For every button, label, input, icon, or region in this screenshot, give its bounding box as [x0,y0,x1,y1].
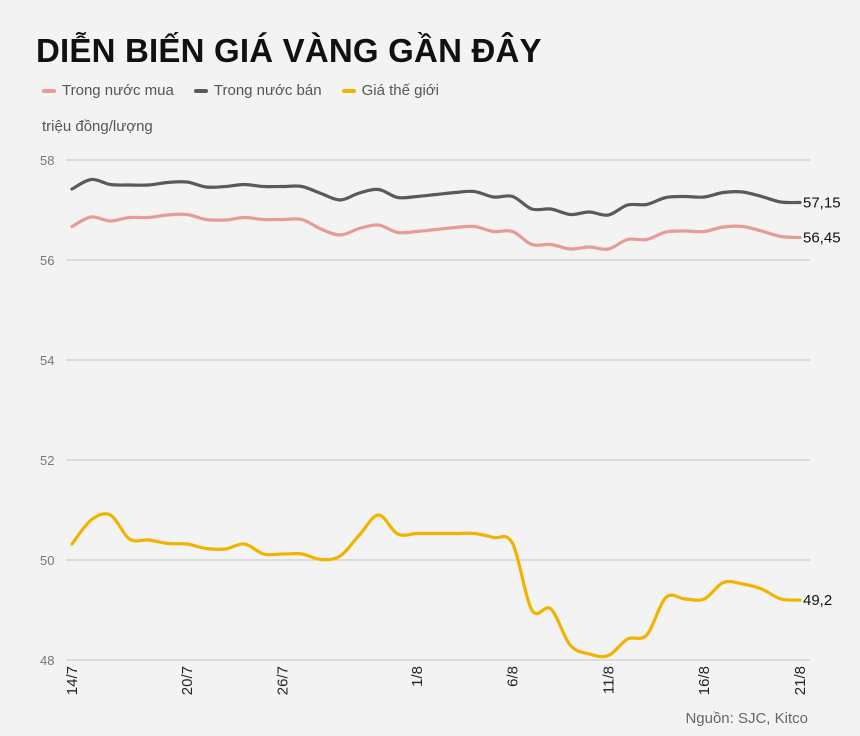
x-tick-label: 11/8 [600,666,617,694]
legend-label-world: Giá thế giới [361,82,439,99]
x-tick-label: 20/7 [179,666,196,695]
legend: Trong nước mua Trong nước bán Giá thế gi… [42,82,439,99]
x-tick-label: 16/8 [696,666,713,695]
y-tick-label: 50 [40,553,54,568]
end-value-label: 49,2 [803,592,832,609]
source-note: Nguồn: SJC, Kitco [685,710,808,727]
y-axis-label: triệu đồng/lượng [42,118,153,135]
x-tick-label: 14/7 [64,666,81,695]
legend-swatch-buy [42,88,56,93]
y-tick-label: 54 [40,353,54,368]
y-tick-label: 52 [40,453,54,468]
legend-label-sell: Trong nước bán [213,82,322,99]
legend-item-buy: Trong nước mua [42,82,174,99]
end-value-label: 57,15 [803,195,841,212]
y-tick-label: 48 [40,653,54,668]
x-tick-label: 26/7 [275,666,292,695]
y-tick-label: 58 [40,153,54,168]
legend-label-buy: Trong nước mua [62,82,174,99]
legend-swatch-world [341,88,356,93]
legend-item-sell: Trong nước bán [193,82,322,99]
x-tick-label: 21/8 [792,666,809,695]
y-tick-label: 56 [40,253,54,268]
chart-title: DIỄN BIẾN GIÁ VÀNG GẦN ĐÂY [36,32,542,69]
legend-swatch-sell [193,88,208,93]
series-line-0 [70,212,802,251]
legend-item-world: Giá thế giới [341,82,439,99]
series-line-2 [70,512,802,659]
x-tick-label: 6/8 [505,666,522,687]
end-value-label: 56,45 [803,230,841,247]
x-tick-label: 1/8 [409,666,426,687]
series-line-1 [70,177,802,217]
